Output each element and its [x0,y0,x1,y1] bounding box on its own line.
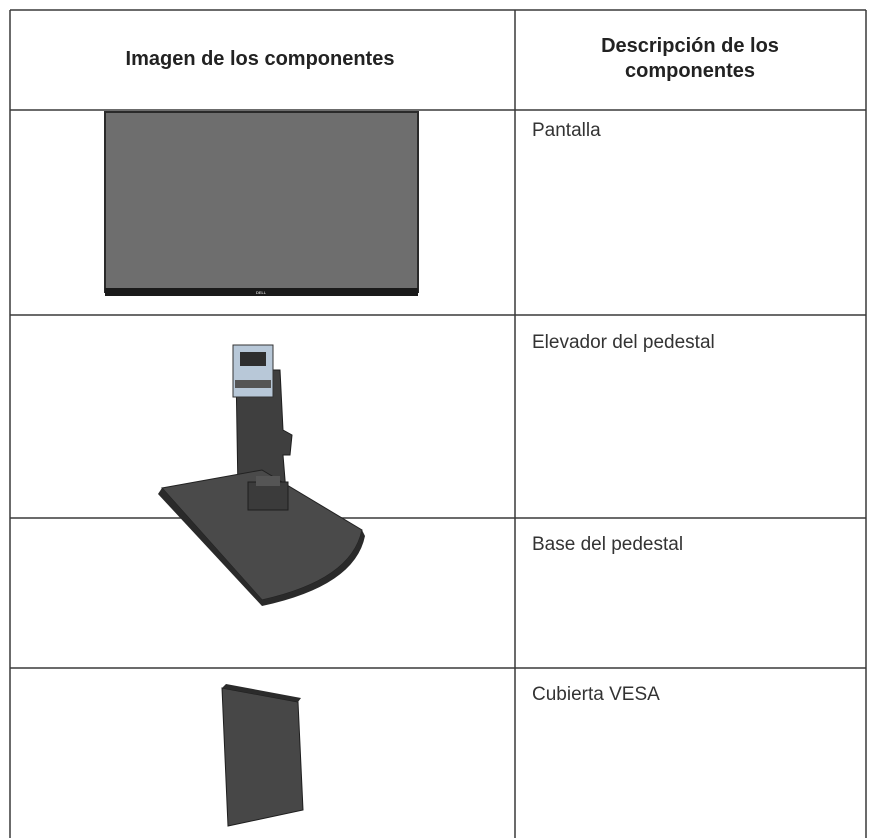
header-cell: Descripción de los componentes [601,35,779,82]
logo: DELL [256,290,267,295]
description: Pantalla [532,120,601,141]
description: Elevador del pedestal [532,332,715,353]
description: Base del pedestal [532,534,684,555]
vesa-cover-image [221,684,304,827]
description: Cubierta VESA [532,684,660,705]
monitor-image: DELL [104,111,419,296]
riser-image [232,344,293,497]
header-cell: Imagen de los componentes [125,48,395,70]
table-borders [9,9,867,838]
base-image [158,469,365,606]
